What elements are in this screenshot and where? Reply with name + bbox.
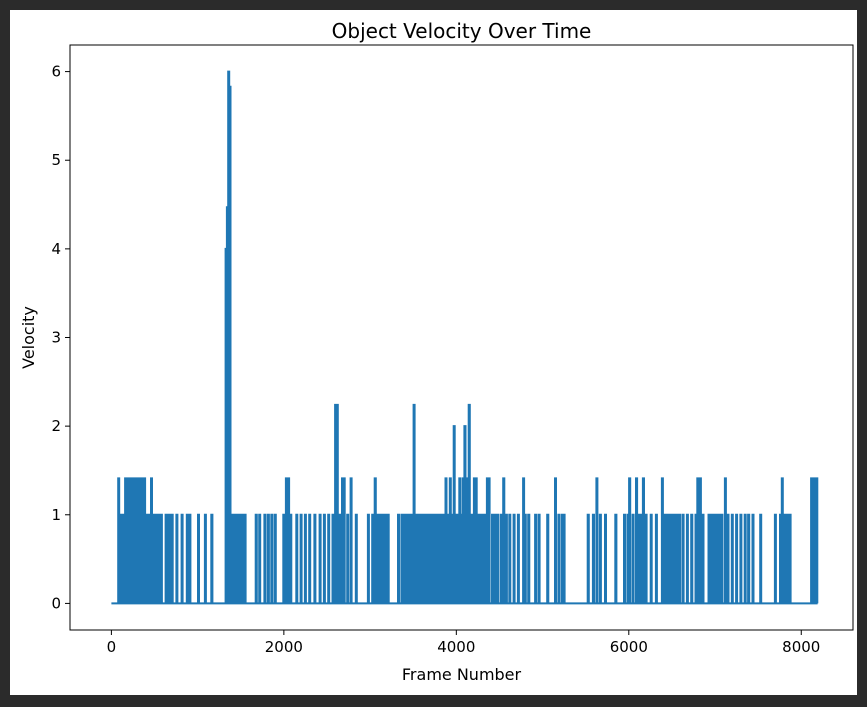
chart-figure: 0 2000 4000 6000 8000 0 1 2 3 4 5 6 Object Velocit… xyxy=(10,10,857,695)
y-axis-label: Velocity xyxy=(19,306,38,369)
plot-area xyxy=(111,70,819,605)
y-tick-label: 6 xyxy=(51,63,61,81)
x-tick-label: 4000 xyxy=(437,638,475,656)
velocity-series-line xyxy=(111,70,819,605)
y-tick-label: 2 xyxy=(51,417,61,435)
x-tick-label: 8000 xyxy=(782,638,820,656)
chart-svg: 0 2000 4000 6000 8000 0 1 2 3 4 5 6 Object Velocit… xyxy=(19,19,854,684)
y-tick-label: 5 xyxy=(51,151,61,169)
y-tick-label: 3 xyxy=(51,329,61,347)
y-tick-label: 4 xyxy=(51,240,61,258)
x-tick-label: 0 xyxy=(107,638,117,656)
x-tick-label: 6000 xyxy=(610,638,648,656)
x-tick-label: 2000 xyxy=(265,638,303,656)
y-axis-ticks: 0 1 2 3 4 5 6 xyxy=(51,63,70,612)
x-axis-label: Frame Number xyxy=(402,665,522,684)
x-axis-ticks: 0 2000 4000 6000 8000 xyxy=(107,630,820,656)
axes-frame xyxy=(69,44,854,631)
chart-title: Object Velocity Over Time xyxy=(332,19,592,43)
y-tick-label: 0 xyxy=(51,594,61,612)
y-tick-label: 1 xyxy=(51,506,61,524)
